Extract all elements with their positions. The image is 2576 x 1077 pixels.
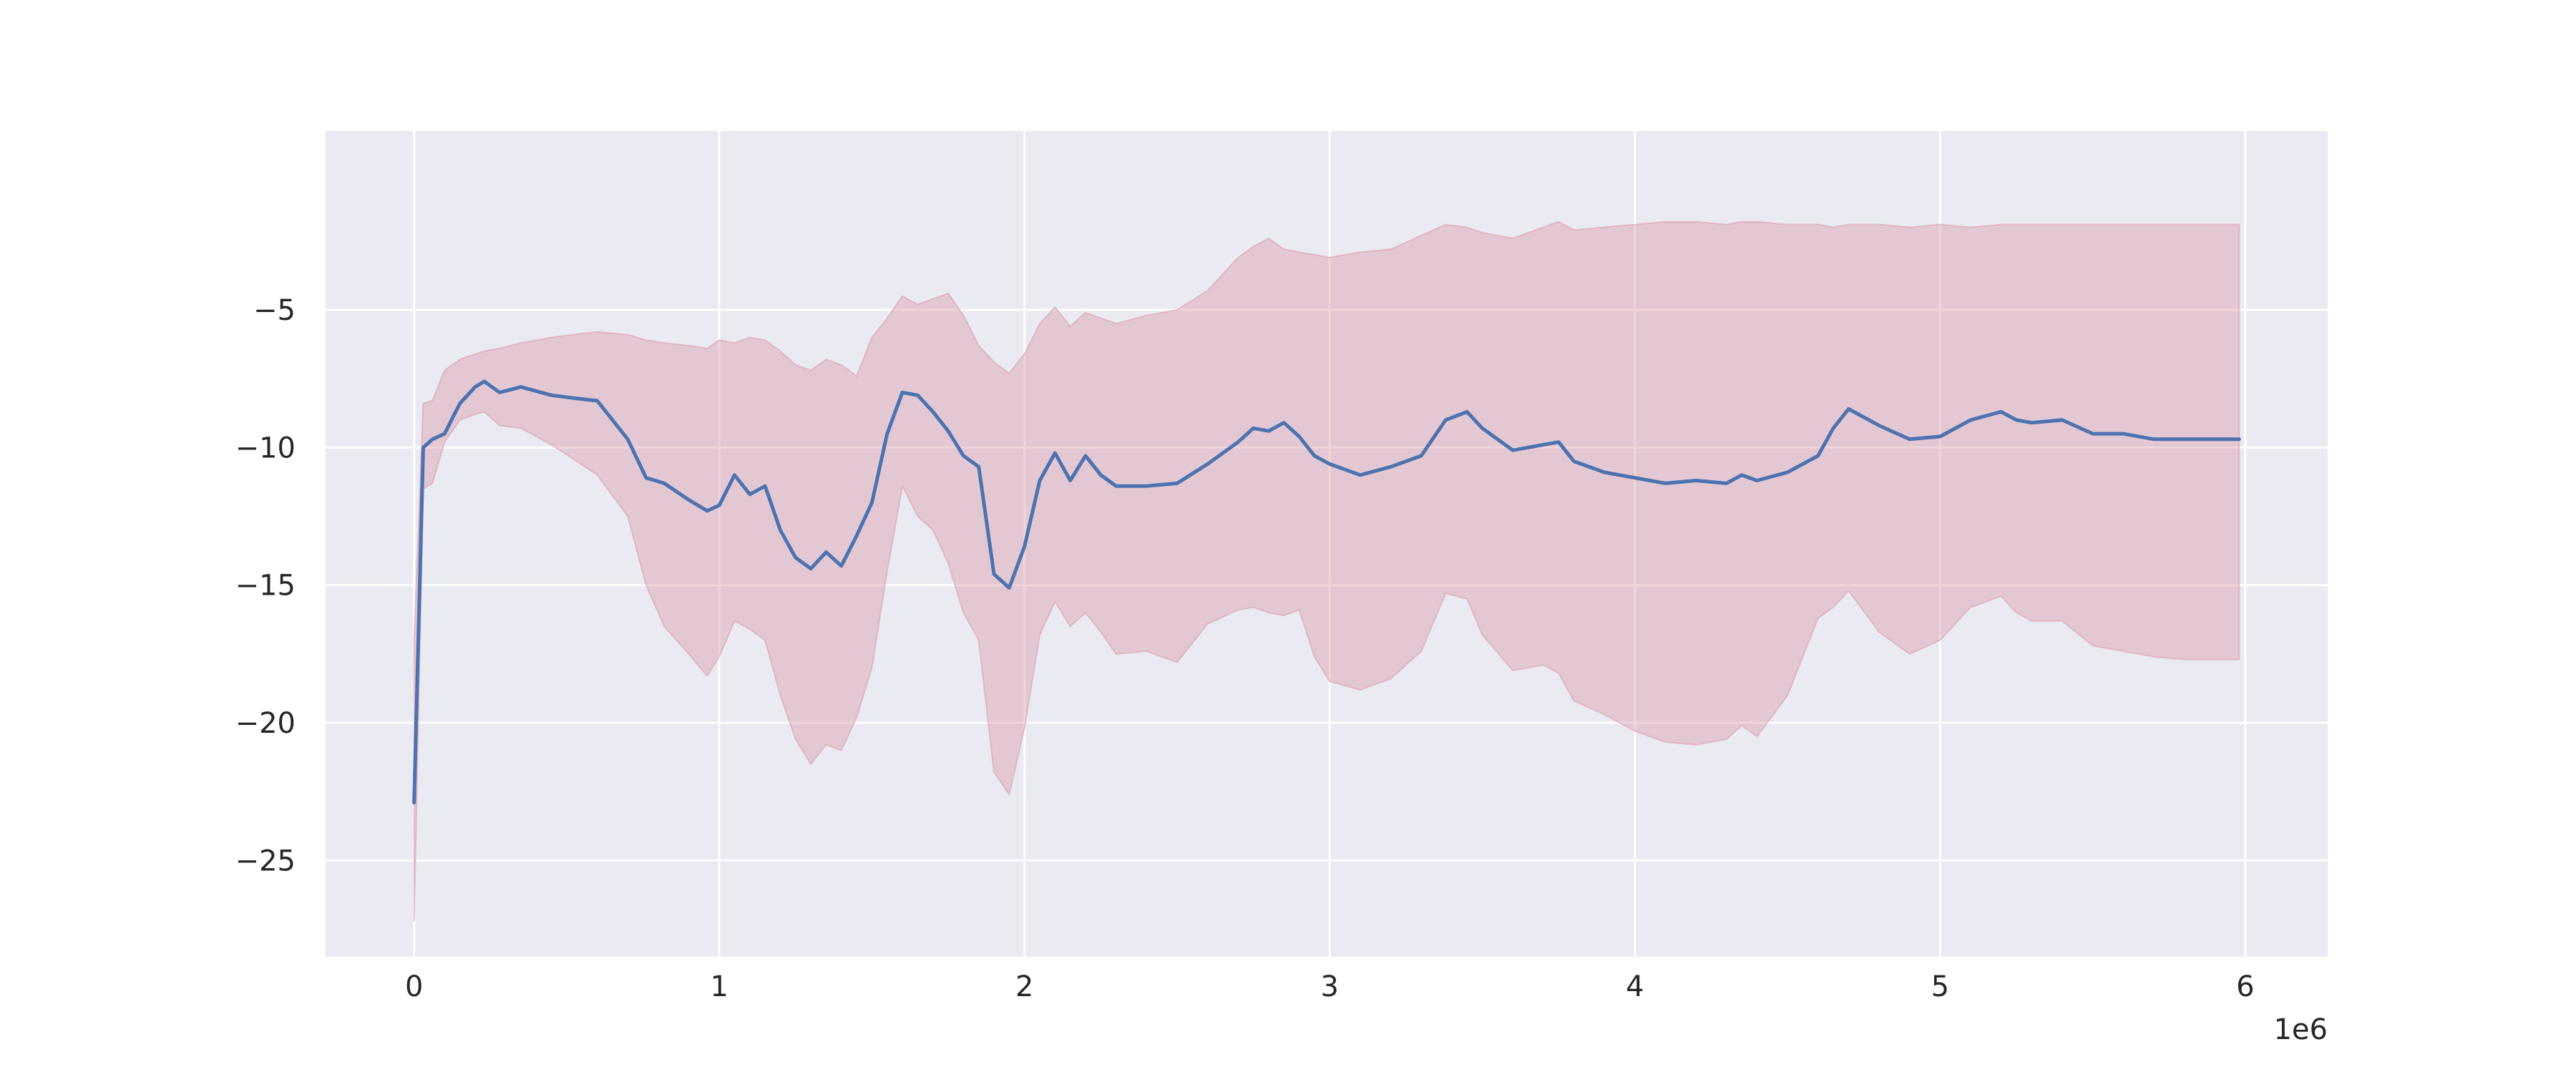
y-tick-label-3: −20 bbox=[235, 707, 296, 740]
plot-background bbox=[326, 131, 2328, 957]
y-tick-label-4: −25 bbox=[235, 844, 296, 877]
x-tick-label-2: 2 bbox=[1015, 970, 1033, 1003]
y-tick-label-2: −15 bbox=[235, 570, 296, 603]
x-tick-label-0: 0 bbox=[405, 970, 423, 1003]
x-tick-label-3: 3 bbox=[1321, 970, 1339, 1003]
x-axis-offset-label: 1e6 bbox=[2273, 1013, 2328, 1046]
mean-line-0 bbox=[412, 379, 2241, 805]
x-tick-label-6: 6 bbox=[2236, 970, 2254, 1003]
confidence-band-0 bbox=[413, 220, 2240, 922]
x-tick-label-1: 1 bbox=[710, 970, 728, 1003]
x-tick-label-4: 4 bbox=[1626, 970, 1644, 1003]
y-tick-label-1: −10 bbox=[235, 432, 296, 464]
x-tick-label-5: 5 bbox=[1931, 970, 1949, 1003]
y-tick-label-0: −5 bbox=[253, 294, 296, 327]
